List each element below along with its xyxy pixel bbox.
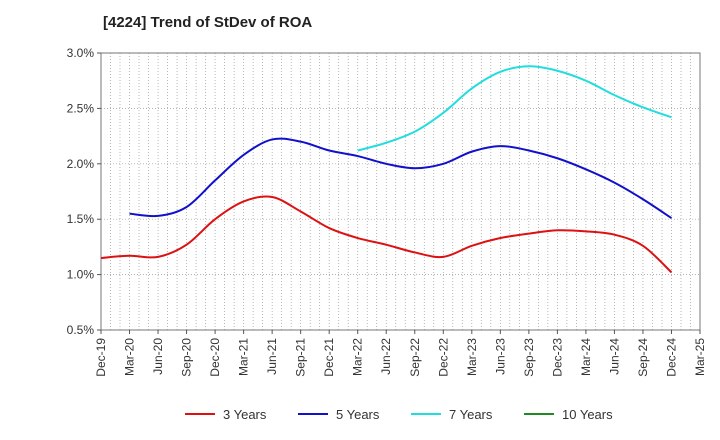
y-axis: 0.5% 1.0% 1.5% 2.0% 2.5% 3.0% bbox=[67, 46, 101, 337]
x-tick-label: Mar-21 bbox=[237, 338, 251, 376]
x-tick-label: Sep-20 bbox=[180, 338, 194, 377]
x-tick-label: Sep-22 bbox=[408, 338, 422, 377]
x-tick-label: Jun-24 bbox=[607, 338, 621, 375]
legend-label-10-years: 10 Years bbox=[562, 407, 613, 422]
x-tick-label: Dec-22 bbox=[436, 338, 450, 377]
series-line-3-years bbox=[100, 195, 673, 274]
legend-label-5-years: 5 Years bbox=[336, 407, 380, 422]
x-tick-label: Jun-21 bbox=[265, 338, 279, 375]
y-tick-label: 2.5% bbox=[67, 101, 95, 115]
series-line-7-years bbox=[357, 65, 672, 152]
chart-title: [4224] Trend of StDev of ROA bbox=[103, 14, 313, 31]
legend-label-3-years: 3 Years bbox=[223, 407, 267, 422]
y-tick-label: 1.0% bbox=[67, 268, 95, 282]
x-tick-label: Sep-23 bbox=[522, 338, 536, 377]
x-tick-label: Mar-20 bbox=[123, 338, 137, 376]
y-tick-label: 2.0% bbox=[67, 157, 95, 171]
x-tick-label: Mar-22 bbox=[351, 338, 365, 376]
legend: 3 Years 5 Years 7 Years 10 Years bbox=[185, 407, 613, 422]
x-tick-label: Mar-23 bbox=[465, 338, 479, 376]
grid bbox=[101, 52, 700, 331]
x-axis: Dec-19 Mar-20 Jun-20 Sep-20 Dec-20 Mar-21 Jun-… bbox=[94, 330, 707, 377]
x-tick-label: Sep-21 bbox=[294, 338, 308, 377]
y-tick-label: 1.5% bbox=[67, 212, 95, 226]
plot-area bbox=[100, 52, 701, 331]
series-line-5-years bbox=[129, 137, 673, 219]
x-tick-label: Jun-23 bbox=[493, 338, 507, 375]
x-tick-label: Sep-24 bbox=[636, 338, 650, 377]
y-tick-label: 3.0% bbox=[67, 46, 95, 60]
x-tick-label: Jun-22 bbox=[379, 338, 393, 375]
x-tick-label: Mar-24 bbox=[579, 338, 593, 376]
x-tick-label: Dec-23 bbox=[550, 338, 564, 377]
x-tick-label: Dec-19 bbox=[94, 338, 108, 377]
x-tick-label: Jun-20 bbox=[151, 338, 165, 375]
y-tick-label: 0.5% bbox=[67, 323, 95, 337]
x-tick-label: Dec-24 bbox=[664, 338, 678, 377]
legend-label-7-years: 7 Years bbox=[449, 407, 493, 422]
x-tick-label: Dec-20 bbox=[208, 338, 222, 377]
series-lines bbox=[100, 65, 673, 274]
x-tick-label: Dec-21 bbox=[322, 338, 336, 377]
x-tick-label: Mar-25 bbox=[693, 338, 707, 376]
